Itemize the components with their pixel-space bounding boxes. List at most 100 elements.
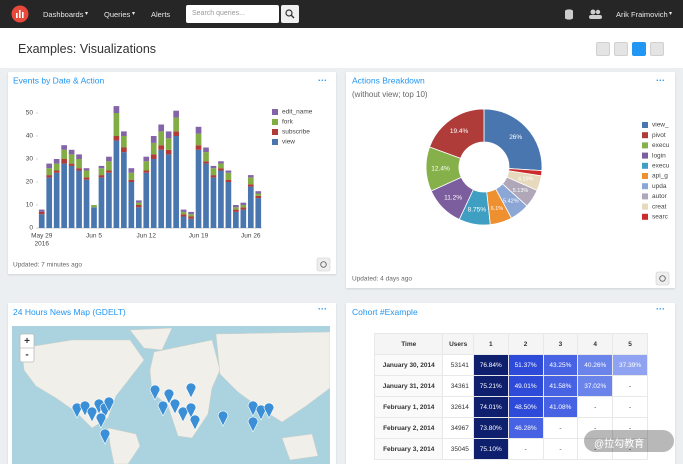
bar-segment (240, 207, 247, 210)
navbar: Dashboards ▾ Queries ▾ Alerts Search que… (0, 0, 683, 28)
table-cell: February 3, 2014 (373, 438, 444, 460)
bar-segment (158, 149, 165, 228)
bar-segment (173, 117, 179, 132)
bar-segment (203, 161, 209, 164)
header-row: Time Users 1 2 3 4 5 (373, 333, 648, 355)
table-cell: 34967 (442, 417, 474, 439)
bar-segment (98, 165, 105, 169)
bar-segment (158, 124, 165, 132)
logo[interactable] (11, 5, 29, 23)
bar-segment (247, 186, 254, 228)
bar-segment (53, 172, 60, 228)
users-icon[interactable] (588, 8, 602, 20)
legend-label: creat (652, 203, 667, 210)
column-header: Time (373, 333, 444, 355)
bar-segment (255, 195, 262, 199)
bar-segment (76, 154, 82, 159)
nav-alerts[interactable]: Alerts (151, 10, 171, 19)
bar-segment (83, 168, 90, 171)
widget-menu[interactable]: ··· (318, 304, 327, 314)
widget-menu[interactable]: ··· (656, 304, 665, 314)
dashboard-header: Examples: Visualizations (0, 28, 683, 68)
y-tick-label: 50 (26, 110, 34, 117)
cohort-table: Time Users 1 2 3 4 5 January 30, 2014 53141 76.84… (373, 333, 648, 460)
bar-segment (203, 152, 209, 162)
table-cell: 34361 (442, 375, 474, 397)
bar-segment (61, 163, 67, 228)
table-cell: 73.80% (472, 417, 509, 439)
legend-label: subscribe (282, 129, 310, 136)
db-icon[interactable] (563, 8, 575, 20)
nav-queries[interactable]: Queries (104, 10, 131, 19)
bar-segment (165, 149, 172, 155)
bar-segment (150, 154, 157, 159)
fullscreen-button[interactable] (614, 42, 628, 56)
refresh-button[interactable] (596, 42, 610, 56)
bar-segment (150, 159, 157, 228)
bar-segment (255, 198, 262, 228)
bar-segment (180, 216, 187, 228)
y-tick-label: 40 (26, 133, 34, 140)
user-name[interactable]: Arik Fraimovich (616, 10, 668, 19)
bar-segment (188, 218, 194, 228)
search-box[interactable]: Search queries... (186, 5, 279, 23)
dashboard-title: Examples: Visualizations (18, 42, 157, 56)
bar-segment (98, 168, 105, 176)
bar-segment (150, 136, 157, 143)
table-cell: - (612, 396, 648, 418)
more-button[interactable] (650, 42, 664, 56)
table-cell: February 1, 2014 (373, 396, 444, 418)
table-row: January 30, 2014 53141 76.84% 51.37% 43.25% 4… (373, 354, 648, 376)
table-cell: 51.37% (507, 354, 544, 376)
slice-label: 12.4% (431, 165, 450, 172)
bar-segment (68, 163, 75, 166)
search-button[interactable] (281, 5, 299, 23)
bar-segment (173, 131, 179, 136)
bar-segment (38, 211, 45, 215)
bar-segment (98, 175, 105, 178)
slice-label: 5.42% (503, 199, 519, 205)
table-cell: 40.26% (577, 354, 614, 376)
bar-segment (165, 138, 172, 150)
x-tick-label: Jun 19 (189, 233, 209, 240)
x-tick-label: May 29 (31, 233, 53, 240)
table-cell: January 31, 2014 (373, 375, 444, 397)
bar-segment (106, 156, 112, 162)
bar-segment (83, 177, 90, 180)
slice-label: 26% (509, 134, 522, 141)
legend-label: execu (652, 163, 670, 170)
legend-swatch (642, 173, 648, 179)
bar-segment (240, 205, 247, 208)
bar-segment (240, 202, 247, 205)
map-markers[interactable] (71, 382, 275, 445)
zoom-out[interactable]: - (25, 350, 28, 361)
zoom-in[interactable]: + (24, 336, 30, 347)
table-cell: - (612, 417, 648, 439)
table-cell: 43.25% (542, 354, 579, 376)
pie-chart: Actions Breakdown (without view; top 10) ·… (352, 75, 670, 286)
bar-segment (247, 175, 254, 178)
map[interactable]: + - (12, 326, 330, 464)
table-cell: - (612, 375, 648, 397)
table-cell: 48.50% (507, 396, 544, 418)
widget-actions: Actions Breakdown (without view; top 10) ·… (346, 72, 675, 288)
watermark-text: @拉勾教育 (594, 439, 645, 450)
bar-segment (61, 149, 67, 159)
bar-segment (83, 179, 90, 228)
share-button[interactable] (632, 42, 646, 56)
bar-segment (128, 179, 135, 182)
nav-dashboards[interactable]: Dashboards (43, 10, 84, 19)
refresh-button[interactable] (655, 271, 670, 286)
search-icon (285, 9, 295, 19)
refresh-button[interactable] (316, 257, 331, 272)
legend-swatch (642, 142, 648, 149)
caret: ▾ (85, 11, 89, 17)
bar-segment (38, 214, 45, 228)
bar-segment (218, 163, 224, 169)
bar-segment (247, 184, 254, 187)
table-cell: February 2, 2014 (373, 417, 444, 439)
table-cell: - (577, 396, 614, 418)
slice-label: 6.1% (491, 206, 504, 212)
bar-segment (128, 182, 135, 228)
bar-segment (143, 161, 150, 171)
